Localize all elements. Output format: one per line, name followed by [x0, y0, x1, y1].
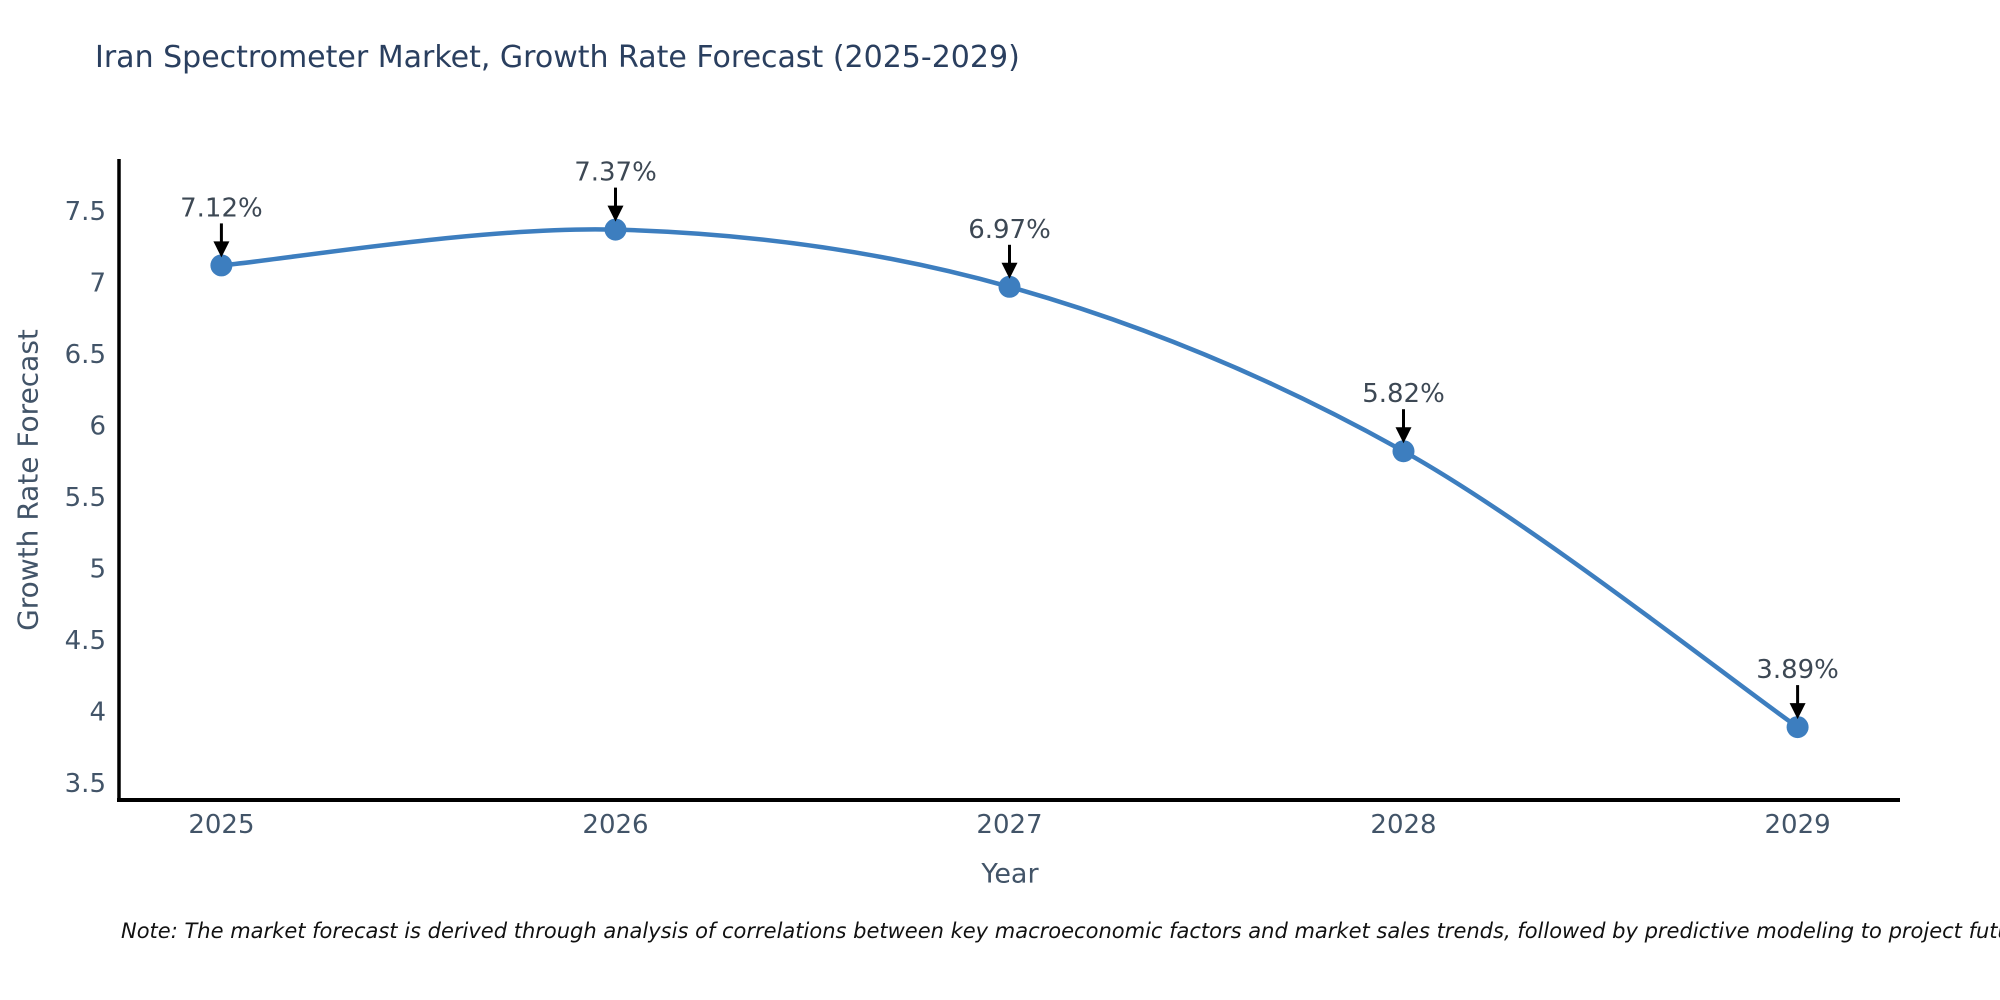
data-point-label: 3.89% — [1756, 655, 1839, 685]
chart-title: Iran Spectrometer Market, Growth Rate Fo… — [95, 40, 1020, 75]
y-tick-label: 7.5 — [65, 197, 106, 227]
x-axis-title: Year — [981, 858, 1039, 890]
annotation-arrow-head — [1001, 262, 1018, 279]
data-point-label: 6.97% — [968, 215, 1051, 245]
x-tick-label: 2026 — [582, 810, 648, 840]
annotation-arrow-head — [1789, 703, 1806, 720]
y-tick-label: 6.5 — [65, 340, 106, 370]
y-tick-label: 4 — [89, 697, 106, 727]
data-point-label: 5.82% — [1362, 379, 1445, 409]
annotation-arrow-head — [1395, 427, 1412, 444]
data-point-marker[interactable] — [1786, 716, 1809, 739]
data-line — [219, 227, 1800, 730]
data-point-label: 7.37% — [574, 158, 657, 188]
y-tick-label: 4.5 — [65, 626, 106, 656]
y-tick-label: 5.5 — [65, 483, 106, 513]
annotation-arrow-head — [607, 205, 624, 222]
y-tick-label: 5 — [89, 554, 106, 584]
data-point-label: 7.12% — [180, 193, 263, 223]
y-tick-label: 7 — [89, 269, 106, 299]
y-tick-label: 3.5 — [65, 769, 106, 799]
x-tick-label: 2028 — [1370, 810, 1436, 840]
data-point-marker[interactable] — [1392, 440, 1415, 463]
data-point-marker[interactable] — [604, 218, 627, 241]
data-point-marker[interactable] — [210, 254, 233, 277]
data-point-marker[interactable] — [998, 275, 1021, 298]
x-tick-label: 2025 — [188, 810, 254, 840]
x-tick-label: 2029 — [1765, 810, 1831, 840]
footnote: Note: The market forecast is derived thr… — [121, 919, 2000, 943]
annotation-arrow-head — [213, 241, 230, 258]
y-tick-label: 6 — [89, 412, 106, 442]
x-tick-label: 2027 — [976, 810, 1042, 840]
